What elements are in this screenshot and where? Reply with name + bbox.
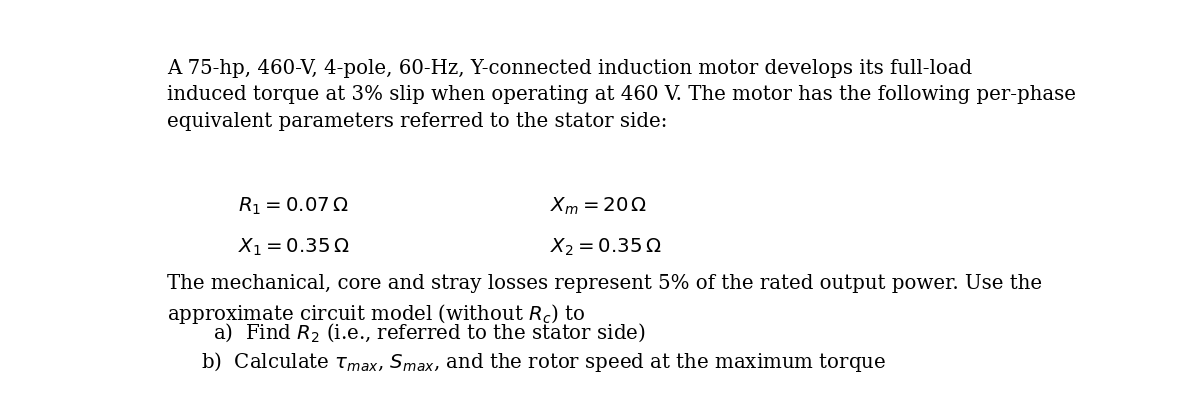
Text: $X_1 = 0.35\,\Omega$: $X_1 = 0.35\,\Omega$ — [239, 236, 350, 258]
Text: $X_m = 20\,\Omega$: $X_m = 20\,\Omega$ — [550, 196, 647, 217]
Text: $R_1 = 0.07\,\Omega$: $R_1 = 0.07\,\Omega$ — [239, 196, 349, 217]
Text: $X_2 = 0.35\,\Omega$: $X_2 = 0.35\,\Omega$ — [550, 236, 661, 258]
Text: b)  Calculate $\tau_{max}$, $S_{max}$, and the rotor speed at the maximum torque: b) Calculate $\tau_{max}$, $S_{max}$, an… — [202, 350, 887, 374]
Text: A 75-hp, 460-V, 4-pole, 60-Hz, Y-connected induction motor develops its full-loa: A 75-hp, 460-V, 4-pole, 60-Hz, Y-connect… — [167, 58, 1075, 130]
Text: a)  Find $R_2$ (i.e., referred to the stator side): a) Find $R_2$ (i.e., referred to the sta… — [214, 321, 646, 344]
Text: The mechanical, core and stray losses represent 5% of the rated output power. Us: The mechanical, core and stray losses re… — [167, 274, 1042, 326]
